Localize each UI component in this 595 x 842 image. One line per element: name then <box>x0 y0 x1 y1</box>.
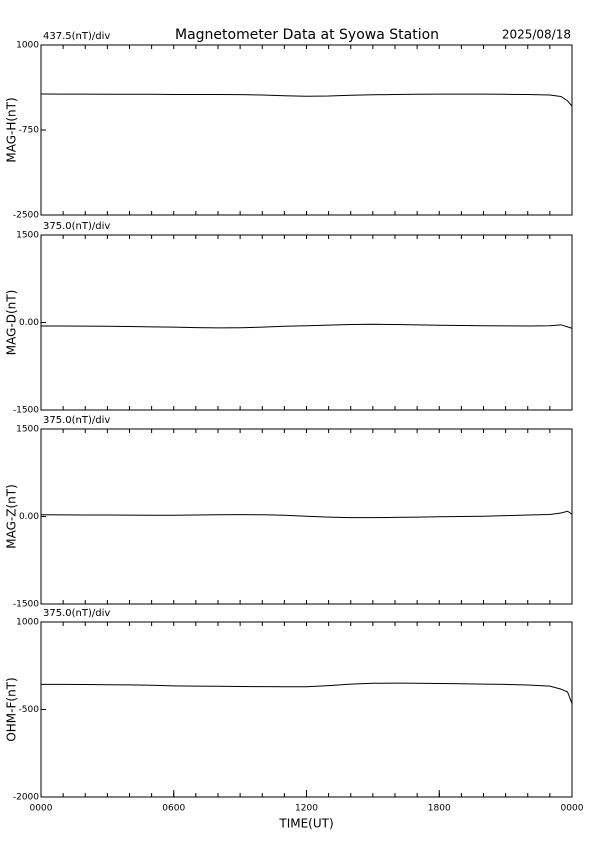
y-tick-label: 0.00 <box>19 318 39 328</box>
data-line <box>41 323 573 329</box>
x-axis-label: TIME(UT) <box>278 817 333 831</box>
data-line <box>40 510 573 519</box>
y-tick-label: 0.00 <box>19 512 39 522</box>
y-axis-label: MAG-D(nT) <box>5 290 19 356</box>
y-axis-label: MAG-H(nT) <box>5 97 19 162</box>
y-tick-label: -750 <box>19 126 40 136</box>
x-tick-label: 0000 <box>561 804 584 814</box>
y-tick-label: -1500 <box>13 600 39 610</box>
y-tick-label: -2000 <box>13 793 39 803</box>
x-tick-label: 1200 <box>295 804 318 814</box>
scale-label: 375.0(nT)/div <box>43 221 110 232</box>
y-tick-label: 1000 <box>16 618 39 628</box>
chart-title: Magnetometer Data at Syowa Station <box>175 27 439 43</box>
y-tick-label: 1500 <box>16 425 39 435</box>
y-tick-label: -500 <box>19 705 40 715</box>
scale-label: 437.5(nT)/div <box>43 31 110 42</box>
scale-label: 375.0(nT)/div <box>43 415 110 426</box>
x-tick-label: 0000 <box>30 804 53 814</box>
y-tick-label: -1500 <box>13 406 39 416</box>
y-axis-label: OHM-F(nT) <box>5 677 19 741</box>
data-line <box>41 682 573 704</box>
data-line <box>40 93 573 107</box>
x-tick-label: 1800 <box>428 804 451 814</box>
date: 2025/08/18 <box>502 28 571 42</box>
y-axis-label: MAG-Z(nT) <box>5 484 19 549</box>
y-tick-label: 1500 <box>16 231 39 241</box>
y-tick-label: -2500 <box>13 211 39 221</box>
scale-label: 375.0(nT)/div <box>43 608 110 619</box>
y-tick-label: 1000 <box>16 41 39 51</box>
x-tick-label: 0600 <box>162 804 185 814</box>
